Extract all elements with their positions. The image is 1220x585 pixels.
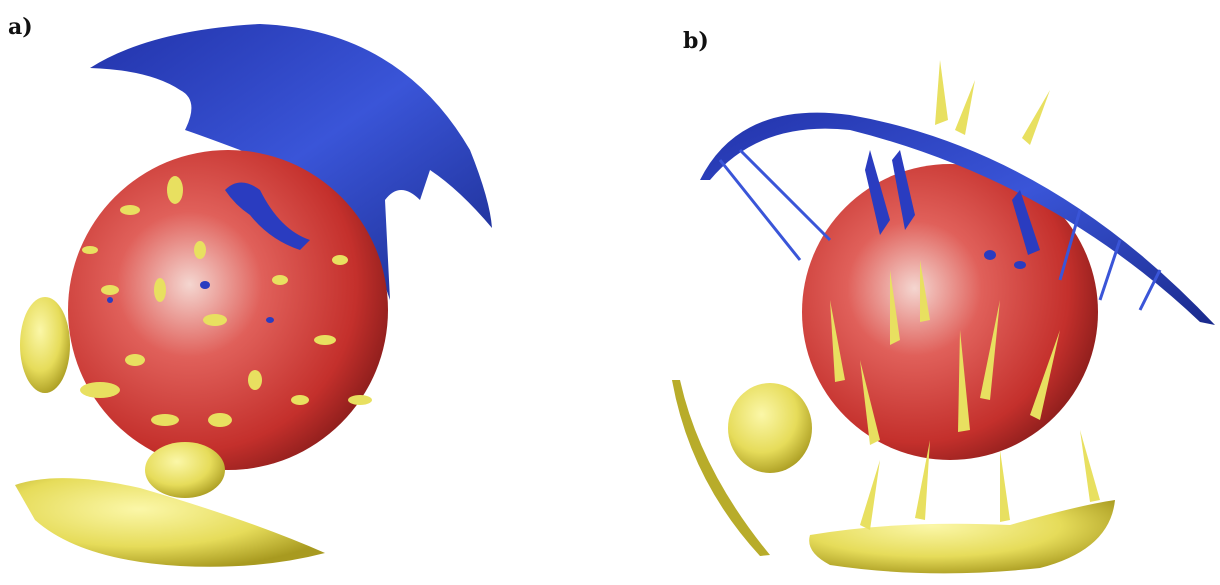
panel-label: b) [683,28,709,54]
yellow-spikes [830,60,1100,530]
blue-strands [718,148,1162,311]
yellow-arc [672,380,770,556]
panel-b: b) [672,28,1215,574]
yellow-disc [15,478,325,567]
yellow-blob [728,383,812,473]
blue-spots [107,182,310,323]
yellow-blob [145,442,225,498]
blue-spots [865,150,1040,269]
panel-a: a) [8,14,492,567]
yellow-spots [80,176,372,427]
yellow-disc [809,500,1115,574]
yellow-blob [20,297,70,393]
sphere [68,150,388,470]
blue-band [700,112,1215,325]
blue-shell [90,24,492,300]
panel-label: a) [8,14,33,40]
